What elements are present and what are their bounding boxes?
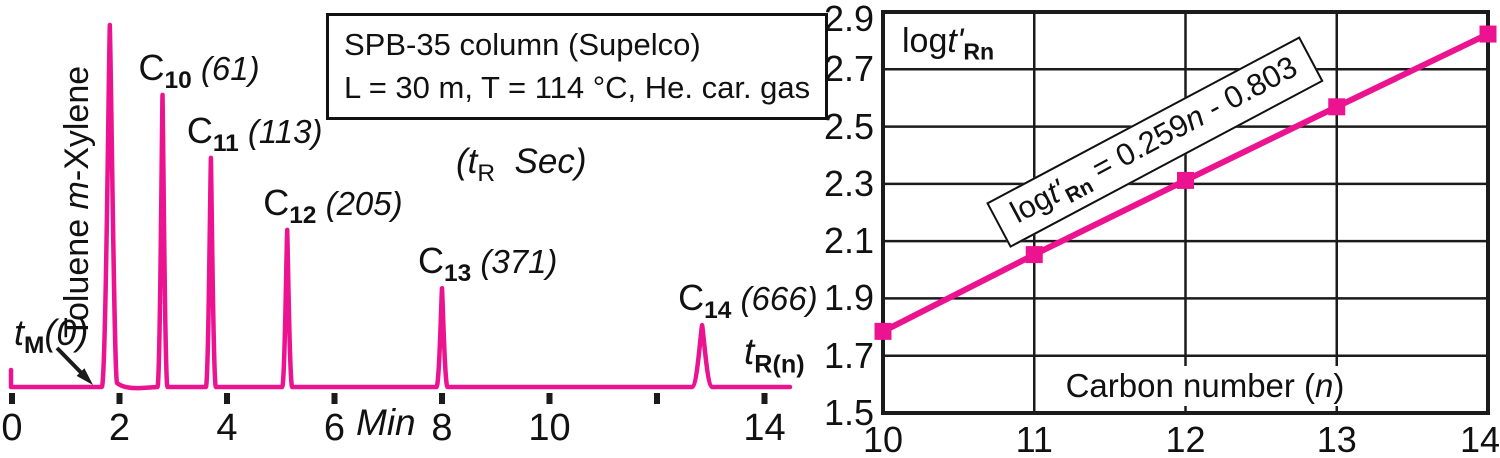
- x-axis-unit-label: Min: [356, 402, 416, 443]
- ylabel-sub: Rn: [963, 38, 995, 65]
- data-point-marker: [1177, 171, 1194, 189]
- column-info-line2: L = 30 m, T = 114 °C, He. car. gas: [344, 70, 811, 106]
- dead-time-arrow-shaft: [55, 346, 83, 374]
- rotated-label-post: -Xylene: [58, 65, 96, 182]
- data-point-marker: [1025, 246, 1043, 264]
- trsec-sub: R: [477, 160, 496, 188]
- trn-axis-label: tR(n): [744, 331, 805, 379]
- ylabel-log: log: [902, 22, 948, 60]
- trn-t: t: [744, 331, 755, 372]
- x-axis-title: Carbon number (n): [1065, 366, 1345, 406]
- plot-border: [881, 10, 1490, 415]
- trn-sub: R(n): [754, 350, 805, 379]
- dead-time-rest: (0): [44, 312, 89, 353]
- ylabel-t: t': [947, 22, 964, 60]
- peak-compound-label: Toluene m-Xylene: [58, 66, 97, 338]
- column-info-line1: SPB-35 column (Supelco): [344, 27, 701, 62]
- data-point-marker: [1479, 25, 1497, 43]
- carbon-post: ): [1333, 367, 1345, 404]
- chromatogram-trace: [8, 22, 793, 391]
- y-axis-title: logt'Rn: [902, 22, 994, 66]
- chromatogram-group: [8, 22, 793, 404]
- data-point-marker: [1328, 98, 1346, 116]
- data-point-marker: [874, 322, 892, 340]
- carbon-pre: Carbon number (: [1065, 367, 1316, 404]
- dead-time-sub: M: [24, 332, 45, 360]
- carbon-n: n: [1315, 367, 1334, 404]
- trsec-rest: Sec): [495, 142, 587, 181]
- dead-time-t: t: [14, 312, 25, 353]
- retention-units-label: (tR Sec): [456, 142, 587, 188]
- column-info-box: SPB-35 column (Supelco) L = 30 m, T = 11…: [326, 13, 829, 120]
- dead-time-label: tM(0): [14, 312, 88, 360]
- dead-time-arrow-head: [76, 368, 93, 385]
- line-chart-group: [874, 10, 1497, 415]
- rotated-label-italic: m: [58, 181, 96, 210]
- trsec-open: (t: [456, 142, 478, 181]
